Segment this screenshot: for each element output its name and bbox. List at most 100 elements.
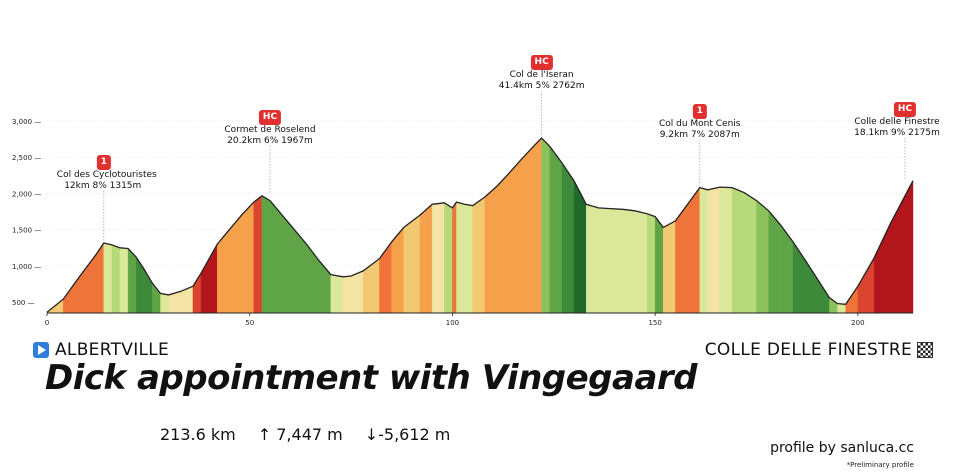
gradient-segment xyxy=(229,214,242,314)
gradient-segment xyxy=(521,145,534,314)
gradient-segment xyxy=(654,215,664,314)
gradient-segment xyxy=(241,201,254,314)
gradient-segment xyxy=(756,200,769,314)
gradient-segment xyxy=(208,243,218,314)
gradient-segment xyxy=(472,196,486,314)
gradient-segment xyxy=(135,256,145,314)
y-tick-label: 3,000 — xyxy=(12,118,41,126)
climb-name: Col des Cyclotouristes xyxy=(56,170,157,180)
gradient-segment xyxy=(646,213,656,314)
x-tick-label: 200 xyxy=(851,319,864,327)
gradient-segment xyxy=(508,158,522,314)
gradient-segment xyxy=(111,244,121,314)
checkered-flag-icon xyxy=(917,342,933,358)
gradient-segment xyxy=(160,293,169,314)
gradient-segment xyxy=(541,137,550,314)
gradient-segment xyxy=(431,202,445,314)
y-tick-label: 500 — xyxy=(12,299,35,307)
x-tick-label: 100 xyxy=(446,319,459,327)
gradient-segment xyxy=(464,204,473,314)
gradient-segment xyxy=(342,275,352,314)
gradient-segment xyxy=(610,208,623,314)
category-badge: 1 xyxy=(96,155,111,170)
ascent-stat: ↑ 7,447 m xyxy=(257,425,343,444)
gradient-segment xyxy=(119,247,129,314)
gradient-segment xyxy=(707,186,721,314)
y-tick-label: 1,500 — xyxy=(12,227,41,235)
gradient-segment xyxy=(103,242,113,314)
climb-name: Col du Mont Cenis xyxy=(658,119,741,129)
gradient-segment xyxy=(379,241,392,314)
stage-stats: 213.6 km ↑ 7,447 m ↓-5,612 m xyxy=(160,425,450,444)
x-tick-label: 50 xyxy=(245,319,254,327)
gradient-segment xyxy=(675,203,688,314)
gradient-segment xyxy=(687,186,700,314)
gradient-segment xyxy=(731,187,745,314)
gradient-segment xyxy=(127,247,137,314)
gradient-segment xyxy=(281,214,295,314)
climb-stats: 12km 8% 1315m xyxy=(64,181,142,191)
gradient-segment xyxy=(403,214,421,314)
gradient-segment xyxy=(873,223,891,314)
gradient-segment xyxy=(744,192,757,314)
category-badge: 1 xyxy=(692,104,707,119)
y-tick-label: 2,500 — xyxy=(12,154,41,162)
finish-name: COLLE DELLE FINESTRE xyxy=(704,340,912,360)
gradient-segment xyxy=(634,210,648,314)
climb-stats: 18.1km 9% 2175m xyxy=(854,128,940,138)
category-badge: HC xyxy=(530,55,553,70)
gradient-segment xyxy=(804,259,818,314)
gradient-segment xyxy=(663,220,676,314)
climb-name: Cormet de Roselend xyxy=(224,125,316,135)
gradient-segment xyxy=(890,180,914,314)
descent-stat: ↓-5,612 m xyxy=(364,425,451,444)
gradient-segment xyxy=(269,200,283,314)
preliminary-note: *Preliminary profile xyxy=(846,461,914,469)
gradient-segment xyxy=(699,187,709,314)
gradient-segment xyxy=(792,241,806,314)
start-name: ALBERTVILLE xyxy=(55,340,170,360)
gradient-segment xyxy=(484,185,498,314)
distance-stat: 213.6 km xyxy=(160,425,236,444)
climb-stats: 41.4km 5% 2762m xyxy=(498,81,585,91)
profile-outline xyxy=(46,137,914,313)
elevation-profile-chart: 0 50 100 150 200 500 — 1,000 — 1,500 — 2,000 — 2,… xyxy=(12,91,914,327)
x-tick-label: 0 xyxy=(45,319,49,327)
climb-name: Col de l'Iseran xyxy=(509,70,574,80)
gradient-segment xyxy=(496,172,510,314)
gradient-segment xyxy=(586,203,599,314)
gradient-segment xyxy=(456,201,465,314)
climb-stats: 20.2km 6% 1967m xyxy=(227,136,313,146)
gradient-segment xyxy=(719,186,733,314)
gradient-segment xyxy=(253,195,263,314)
gradient-segment xyxy=(444,202,453,314)
category-badge: HC xyxy=(258,110,282,125)
gradient-segment xyxy=(837,303,846,314)
gradient-segment xyxy=(330,274,344,314)
gradient-segment xyxy=(261,195,271,314)
gradient-segment xyxy=(452,201,457,314)
y-tick-label: 2,000 — xyxy=(12,190,41,198)
profile-credit: profile by sanluca.cc xyxy=(770,440,914,456)
gradient-segment xyxy=(549,145,563,314)
gradient-segment xyxy=(350,270,364,314)
gradient-segment xyxy=(306,243,319,314)
x-tick-label: 150 xyxy=(648,319,661,327)
gradient-segment xyxy=(79,254,96,314)
finish-location: COLLE DELLE FINESTRE xyxy=(705,340,933,360)
gradient-segment xyxy=(622,209,636,314)
play-icon xyxy=(33,342,49,358)
gradient-segment xyxy=(419,203,433,314)
gradient-segment xyxy=(561,162,575,314)
gradient-segment xyxy=(768,210,782,314)
gradient-segment xyxy=(363,258,380,314)
climb-name: Colle delle Finestre xyxy=(854,117,940,127)
gradient-segment xyxy=(845,285,859,314)
climb-stats: 9.2km 7% 2087m xyxy=(659,130,740,140)
headline: Dick appointment with Vingegaard xyxy=(45,358,698,398)
gradient-segment xyxy=(598,207,611,314)
category-badge: HC xyxy=(893,102,917,117)
y-tick-label: 1,000 — xyxy=(12,263,41,271)
gradient-segment xyxy=(533,137,542,314)
start-location: ALBERTVILLE xyxy=(33,340,169,360)
